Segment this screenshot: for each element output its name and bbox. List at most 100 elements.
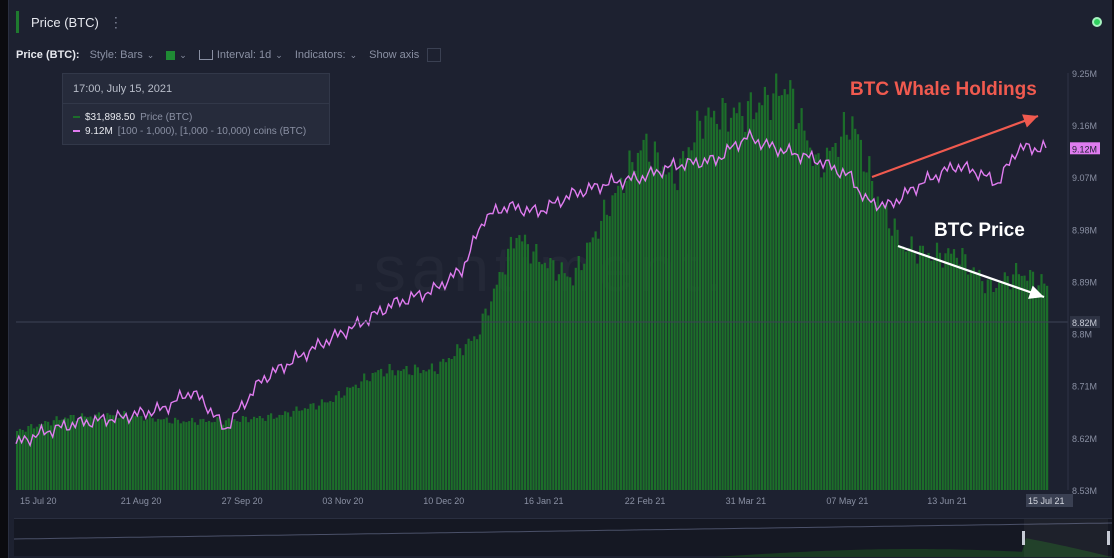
- price-bar: [775, 73, 778, 490]
- price-bar: [682, 151, 685, 490]
- style-dropdown[interactable]: Style: Bars ⌄: [90, 49, 155, 61]
- panel-title[interactable]: Price (BTC) ⋮: [16, 11, 134, 33]
- navigator-selection: [1024, 519, 1108, 557]
- price-bar: [693, 142, 696, 490]
- price-bar: [792, 88, 795, 490]
- price-bar: [806, 140, 809, 490]
- price-bar: [270, 413, 273, 490]
- right-axis-tick-label: 8.71M: [1072, 382, 1097, 392]
- price-bar: [809, 147, 812, 490]
- price-bar: [995, 288, 998, 490]
- price-bar: [27, 426, 30, 490]
- price-bar: [933, 260, 936, 490]
- holdings-legend-icon: [73, 130, 80, 132]
- color-picker[interactable]: ⌄: [166, 50, 187, 61]
- x-axis-tick-label: 22 Feb 21: [625, 496, 666, 506]
- price-bar: [650, 167, 654, 491]
- price-bar: [622, 193, 625, 490]
- price-bar: [363, 373, 366, 490]
- price-bar: [230, 420, 233, 490]
- price-bar: [374, 372, 377, 490]
- x-axis-current-badge: [1026, 494, 1073, 507]
- x-axis-tick-label: 03 Nov 20: [322, 496, 363, 506]
- price-bar: [549, 258, 552, 490]
- price-bar: [563, 273, 566, 490]
- price-bar: [411, 375, 414, 490]
- price-legend-icon: [73, 116, 80, 118]
- price-bar: [684, 158, 688, 491]
- price-bar: [490, 301, 493, 490]
- show-axis-toggle[interactable]: Show axis: [369, 48, 442, 62]
- price-bar: [518, 235, 521, 490]
- price-bar: [360, 381, 363, 490]
- price-bar: [738, 102, 741, 491]
- price-bar: [413, 364, 417, 490]
- price-bar: [447, 358, 451, 490]
- price-bar: [397, 370, 400, 490]
- price-bar: [735, 113, 738, 490]
- chevron-down-icon: ⌄: [146, 49, 155, 60]
- price-bar: [667, 172, 671, 490]
- price-bar: [210, 422, 213, 490]
- price-bar: [552, 260, 555, 490]
- interval-dropdown[interactable]: Interval: 1d ⌄: [198, 49, 283, 61]
- price-arrow-icon-shaft: [897, 244, 1045, 299]
- price-bar: [337, 391, 340, 490]
- price-bar: [365, 380, 369, 490]
- price-bar: [919, 245, 922, 490]
- price-bar: [718, 129, 721, 490]
- price-bar: [32, 428, 36, 490]
- price-bar: [876, 196, 879, 490]
- price-bar: [464, 344, 467, 490]
- price-bar: [439, 361, 442, 490]
- price-bar: [673, 183, 676, 490]
- show-axis-checkbox[interactable]: [427, 48, 442, 62]
- more-vertical-icon[interactable]: ⋮: [108, 13, 124, 30]
- price-bar: [1012, 274, 1015, 490]
- chart-tooltip: 17:00, July 15, 2021 $31,898.50 Price (B…: [62, 73, 330, 145]
- tooltip-price-row: $31,898.50 Price (BTC): [63, 110, 329, 124]
- x-axis-tick-label: 13 Jun 21: [927, 496, 967, 506]
- price-bar: [301, 410, 304, 490]
- price-bar: [315, 409, 318, 490]
- timeline-navigator[interactable]: [13, 518, 1113, 557]
- interval-dropdown-label: Interval: 1d: [216, 49, 272, 61]
- price-bar: [207, 420, 211, 490]
- price-bar: [594, 231, 597, 490]
- right-axis-tick-label: 8.8M: [1072, 330, 1092, 340]
- price-bar: [157, 418, 160, 490]
- price-bar: [86, 417, 89, 490]
- right-axis: 9.25M 9.16M 9.07M 8.98M 8.89M 8.8M 8.71M 8.62M 8…: [1067, 69, 1100, 496]
- interval-icon: [198, 50, 213, 60]
- current-value-label: 9.12M: [1072, 144, 1097, 154]
- price-bar: [659, 170, 662, 490]
- price-bar: [492, 288, 496, 490]
- price-bar: [188, 421, 191, 490]
- price-bar: [902, 246, 905, 490]
- price-bar: [1043, 283, 1046, 490]
- price-bar: [523, 234, 527, 490]
- navigator-left-handle: [1022, 531, 1025, 545]
- current-value-badge: [1070, 142, 1100, 155]
- price-bar: [47, 421, 50, 490]
- price-bar: [388, 364, 391, 490]
- price-bar: [848, 139, 851, 490]
- price-bar: [645, 133, 648, 490]
- price-bar: [529, 263, 532, 490]
- price-bar: [193, 422, 197, 490]
- price-bar: [227, 418, 230, 490]
- price-bar: [159, 419, 163, 490]
- price-bar: [419, 373, 422, 490]
- price-bar: [95, 414, 98, 490]
- price-bar: [309, 403, 312, 490]
- price-bar: [323, 402, 326, 490]
- price-bar: [947, 248, 950, 490]
- price-bar: [868, 156, 871, 490]
- indicators-dropdown-label: Indicators:: [294, 49, 346, 61]
- price-bar: [967, 274, 970, 490]
- price-bar: [216, 417, 219, 490]
- price-bar: [871, 181, 874, 490]
- price-bar: [571, 285, 575, 490]
- indicators-dropdown[interactable]: Indicators: ⌄: [295, 49, 357, 61]
